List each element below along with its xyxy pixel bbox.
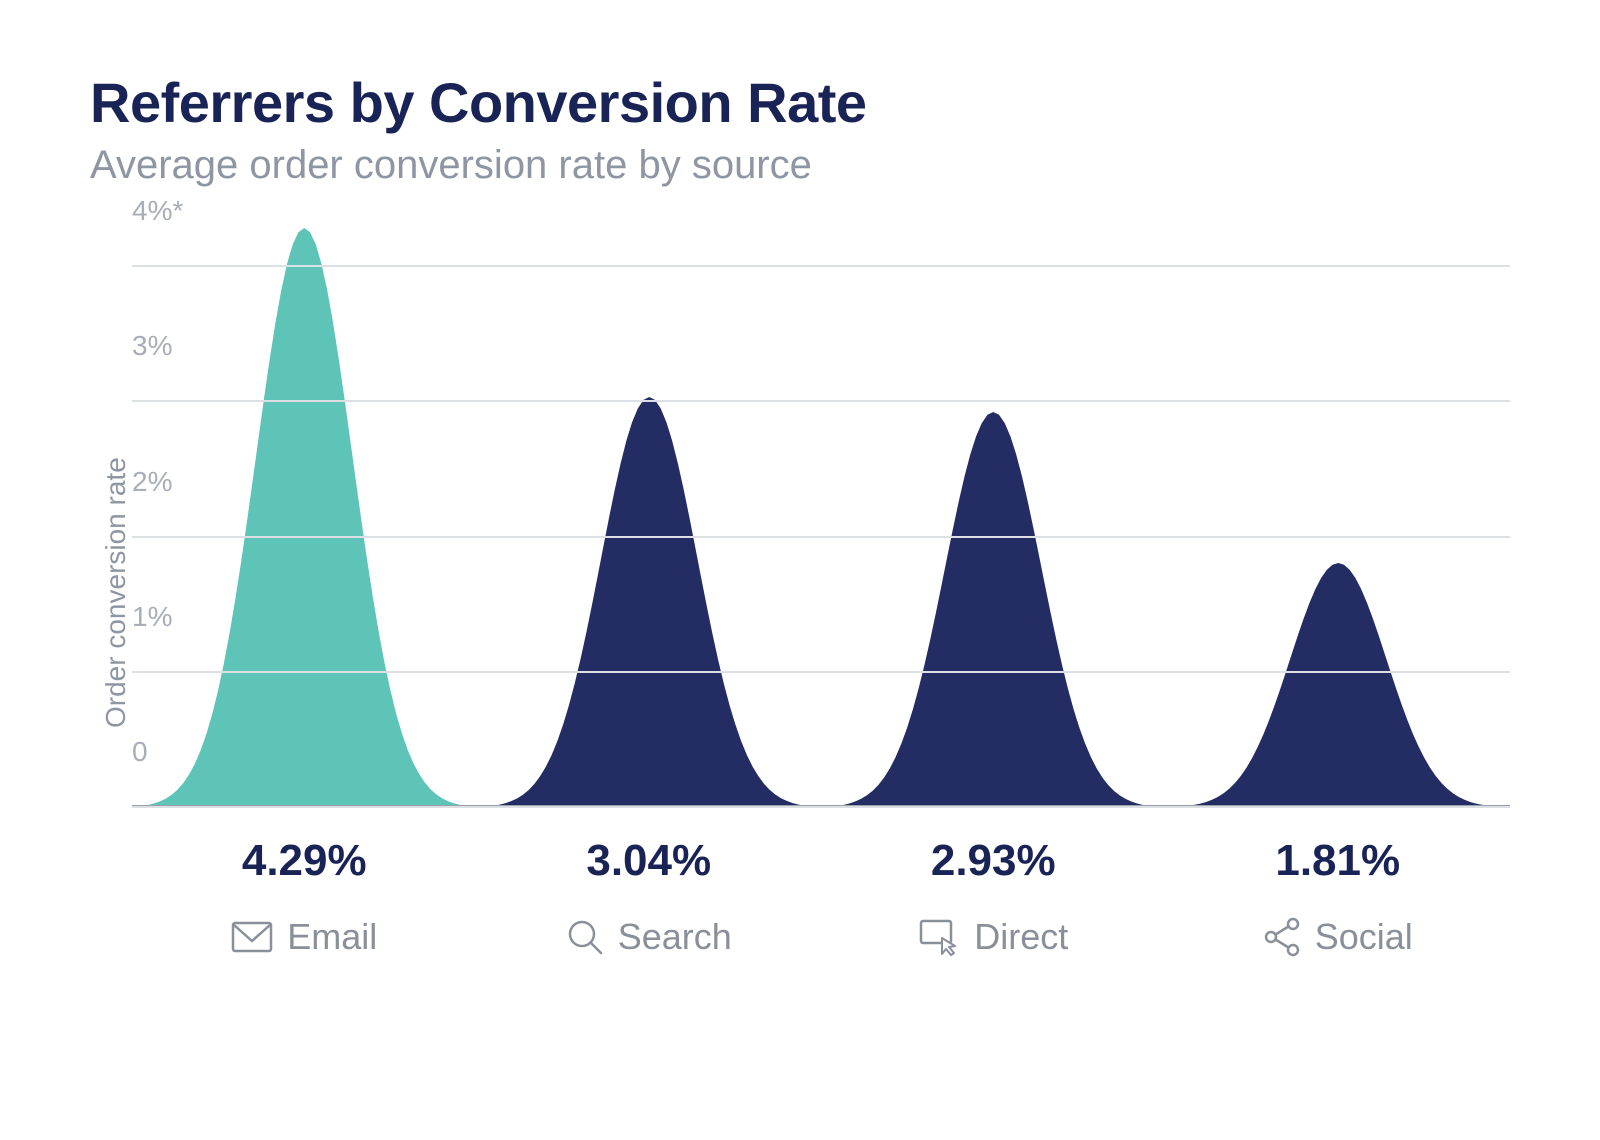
series-bump xyxy=(132,228,477,808)
series-label-text: Search xyxy=(618,916,732,958)
series-label-text: Direct xyxy=(974,916,1068,958)
y-tick-label: 3% xyxy=(132,330,172,366)
series-bump xyxy=(1166,228,1511,808)
series-label: Direct xyxy=(821,886,1166,958)
series-value: 3.04% xyxy=(477,808,822,886)
series-bump xyxy=(821,228,1166,808)
gridline xyxy=(132,265,1510,267)
gridline xyxy=(132,671,1510,673)
series-value: 1.81% xyxy=(1166,808,1511,886)
series-value: 4.29% xyxy=(132,808,477,886)
series-value: 2.93% xyxy=(821,808,1166,886)
mail-icon xyxy=(231,921,273,953)
chart-area: Order conversion rate 01%2%3%4%* 4.29%3.… xyxy=(90,228,1510,958)
y-axis-label: Order conversion rate xyxy=(90,228,132,958)
series-label: Search xyxy=(477,886,822,958)
y-tick-label: 4%* xyxy=(132,195,183,231)
series-label-text: Email xyxy=(287,916,377,958)
gridline xyxy=(132,806,1510,808)
y-tick-label: 1% xyxy=(132,601,172,637)
chart-title: Referrers by Conversion Rate xyxy=(90,70,1510,135)
y-tick-label: 0 xyxy=(132,736,148,772)
values-row: 4.29%3.04%2.93%1.81% xyxy=(132,808,1510,886)
series-label: Email xyxy=(132,886,477,958)
plot-region: 01%2%3%4%* xyxy=(132,228,1510,808)
search-icon xyxy=(566,918,604,956)
gridline xyxy=(132,536,1510,538)
series-label: Social xyxy=(1166,886,1511,958)
gridline xyxy=(132,400,1510,402)
chart-subtitle: Average order conversion rate by source xyxy=(90,143,1510,188)
share-icon xyxy=(1263,917,1301,957)
y-tick-label: 2% xyxy=(132,466,172,502)
cursor-icon xyxy=(918,918,960,956)
labels-row: Email Search Direct Social xyxy=(132,886,1510,958)
series-label-text: Social xyxy=(1315,916,1413,958)
series-bump xyxy=(477,228,822,808)
